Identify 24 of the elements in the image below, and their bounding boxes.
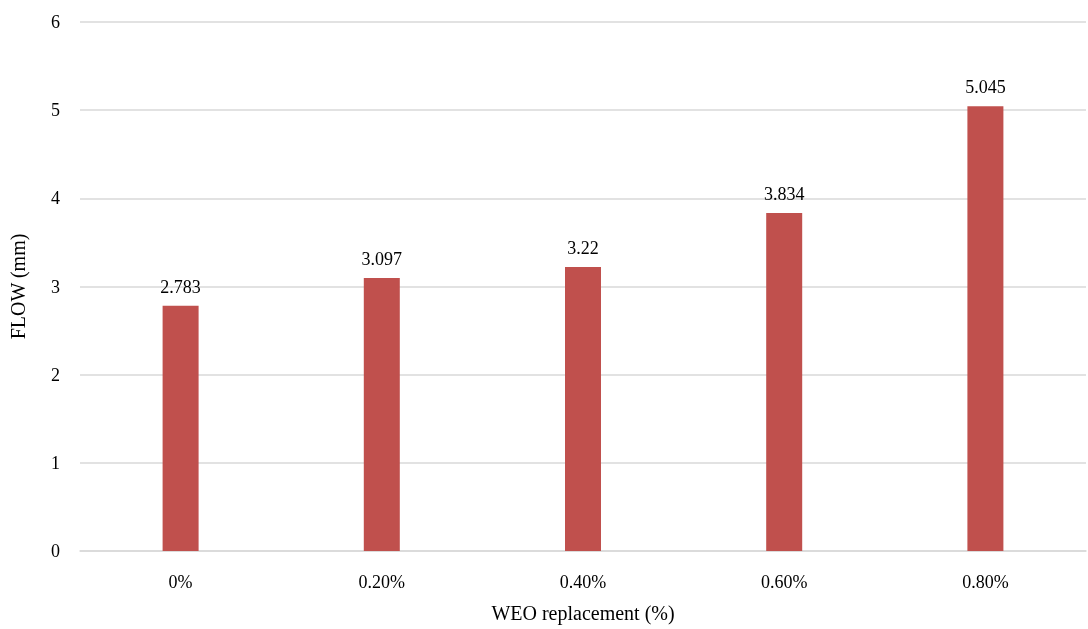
bar: [363, 277, 400, 551]
y-tick-label: 1: [51, 452, 60, 473]
data-label: 3.22: [567, 238, 599, 259]
y-tick-label: 3: [51, 276, 60, 297]
x-tick-label: 0%: [168, 572, 193, 592]
bar: [967, 106, 1004, 551]
x-tick-label: 0.20%: [358, 572, 406, 592]
x-tick-label: 0.60%: [760, 572, 808, 592]
data-label: 3.834: [763, 183, 805, 204]
x-tick-label: 0.40%: [559, 572, 607, 592]
y-tick-label: 0: [51, 541, 60, 561]
bar: [565, 267, 601, 551]
x-axis-title: WEO replacement (%): [491, 602, 675, 625]
y-tick-label: 6: [51, 12, 60, 32]
y-axis-title: FLOW (mm): [7, 233, 30, 340]
bar: [162, 305, 199, 551]
bar: [766, 212, 803, 551]
data-label: 2.783: [160, 276, 201, 297]
x-tick-label: 0.80%: [962, 572, 1009, 592]
y-tick-label: 2: [51, 364, 60, 385]
y-tick-label: 5: [51, 100, 60, 121]
data-label: 5.045: [965, 77, 1006, 98]
y-tick-label: 4: [51, 188, 60, 209]
data-label: 3.097: [361, 248, 403, 269]
